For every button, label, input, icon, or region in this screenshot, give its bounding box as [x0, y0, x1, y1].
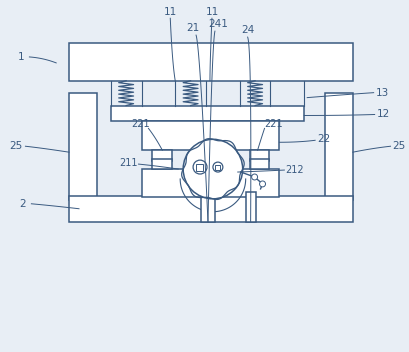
- Circle shape: [183, 139, 243, 199]
- Bar: [111, 106, 304, 121]
- Bar: [201, 192, 215, 222]
- Bar: [69, 43, 353, 81]
- Bar: [153, 150, 172, 161]
- Circle shape: [252, 174, 258, 180]
- Bar: [196, 164, 203, 171]
- Bar: [249, 150, 270, 161]
- Bar: [142, 169, 279, 197]
- Text: 25: 25: [9, 141, 22, 151]
- Text: 21: 21: [187, 23, 200, 33]
- Text: 221: 221: [264, 119, 283, 130]
- Text: 24: 24: [241, 25, 254, 35]
- Bar: [249, 159, 270, 169]
- Circle shape: [193, 160, 207, 174]
- Bar: [69, 93, 97, 200]
- Circle shape: [213, 162, 223, 172]
- Text: 22: 22: [317, 134, 330, 144]
- Text: 241: 241: [208, 19, 228, 29]
- Text: 212: 212: [285, 165, 303, 175]
- Text: 11: 11: [164, 7, 177, 17]
- Bar: [153, 159, 172, 169]
- Text: 211: 211: [119, 158, 138, 168]
- Circle shape: [260, 181, 265, 187]
- Text: 25: 25: [392, 141, 405, 151]
- Text: 221: 221: [131, 119, 150, 130]
- Text: 12: 12: [377, 109, 390, 119]
- Bar: [325, 93, 353, 200]
- Bar: [215, 165, 220, 170]
- Text: 1: 1: [18, 52, 25, 62]
- Bar: [69, 196, 353, 222]
- Bar: [246, 192, 256, 222]
- Text: 13: 13: [376, 88, 389, 98]
- Text: 11: 11: [206, 7, 220, 17]
- Text: 2: 2: [19, 199, 26, 209]
- Bar: [142, 121, 279, 150]
